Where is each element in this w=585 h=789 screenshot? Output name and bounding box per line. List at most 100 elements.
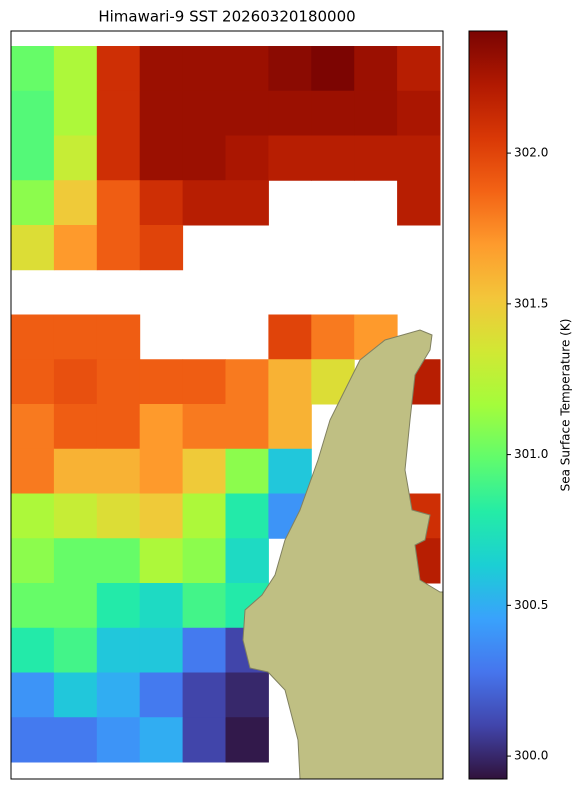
sst-cell [225, 135, 269, 181]
sst-cell [225, 180, 269, 226]
sst-cell [397, 90, 441, 136]
sst-cell [96, 225, 141, 271]
sst-cell [311, 46, 355, 92]
sst-cell [268, 448, 312, 494]
sst-cell [354, 135, 398, 181]
sst-cell [53, 46, 98, 92]
sst-cell [268, 359, 312, 405]
sst-cell [182, 46, 226, 92]
sst-cell [182, 404, 226, 450]
sst-cell [96, 46, 141, 92]
sst-cell [182, 538, 226, 584]
sst-cell [11, 225, 55, 271]
land [242, 329, 443, 779]
sst-cell [225, 90, 269, 136]
sst-cell [268, 46, 312, 92]
sst-cell [11, 717, 55, 763]
sst-cell [11, 583, 55, 629]
sst-cell [225, 672, 269, 718]
sst-cell [225, 404, 269, 450]
sst-cell [96, 314, 141, 360]
sst-field [11, 46, 441, 763]
sst-cell [139, 180, 184, 226]
sst-cell [139, 404, 184, 450]
sst-cell [268, 135, 312, 181]
sst-cell [311, 135, 355, 181]
sst-cell [96, 448, 141, 494]
sst-cell [53, 538, 98, 584]
sst-cell [182, 359, 226, 405]
sst-cell [96, 538, 141, 584]
sst-cell [311, 90, 355, 136]
sst-cell [225, 717, 269, 763]
sst-cell [139, 717, 184, 763]
sst-cell [139, 672, 184, 718]
sst-cell [225, 46, 269, 92]
sst-cell [397, 180, 441, 226]
sst-cell [53, 717, 98, 763]
sst-cell [139, 538, 184, 584]
colorbar-tick-label: 301.0 [514, 447, 548, 461]
sst-cell [354, 46, 398, 92]
sst-cell [96, 493, 141, 539]
sst-cell [96, 717, 141, 763]
sst-cell [96, 359, 141, 405]
map-frame [10, 30, 444, 780]
sst-cell [268, 314, 312, 360]
sst-cell [11, 538, 55, 584]
sst-cell [311, 314, 355, 360]
sst-cell [53, 583, 98, 629]
sst-cell [11, 404, 55, 450]
colorbar-tick-label: 301.5 [514, 296, 548, 310]
sst-cell [225, 493, 269, 539]
sst-cell [139, 46, 184, 92]
sst-cell [182, 583, 226, 629]
sst-cell [225, 448, 269, 494]
sst-cell [53, 225, 98, 271]
chart-title: Himawari-9 SST 20260320180000 [98, 8, 355, 26]
sst-cell [96, 627, 141, 673]
sst-cell [96, 672, 141, 718]
sst-cell [182, 717, 226, 763]
sst-cell [354, 90, 398, 136]
sst-cell [11, 493, 55, 539]
sst-cell [397, 46, 441, 92]
sst-cell [53, 90, 98, 136]
sst-cell [53, 135, 98, 181]
sst-cell [182, 627, 226, 673]
sst-cell [11, 314, 55, 360]
sst-cell [268, 90, 312, 136]
sst-cell [139, 627, 184, 673]
sst-cell [53, 359, 98, 405]
sst-cell [182, 672, 226, 718]
sst-cell [11, 672, 55, 718]
sst-cell [182, 448, 226, 494]
sst-cell [139, 225, 184, 271]
sst-cell [139, 90, 184, 136]
sst-cell [53, 627, 98, 673]
sst-cell [139, 359, 184, 405]
sst-cell [53, 493, 98, 539]
colorbar [468, 30, 508, 780]
sst-cell [11, 90, 55, 136]
sst-cell [53, 672, 98, 718]
sst-cell [96, 180, 141, 226]
sst-cell [53, 180, 98, 226]
sst-cell [11, 46, 55, 92]
sst-cell [139, 448, 184, 494]
sst-cell [53, 314, 98, 360]
sst-cell [182, 90, 226, 136]
colorbar-tick-label: 302.0 [514, 146, 548, 160]
colorbar-label: Sea Surface Temperature (K) [559, 319, 573, 492]
sst-cell [182, 180, 226, 226]
sst-cell [11, 627, 55, 673]
colorbar-tick-label: 300.5 [514, 598, 548, 612]
sst-cell [96, 90, 141, 136]
sst-cell [11, 135, 55, 181]
sst-cell [225, 538, 269, 584]
colorbar-tick-label: 300.0 [514, 749, 548, 763]
sst-cell [96, 583, 141, 629]
sst-cell [225, 359, 269, 405]
sst-cell [96, 135, 141, 181]
